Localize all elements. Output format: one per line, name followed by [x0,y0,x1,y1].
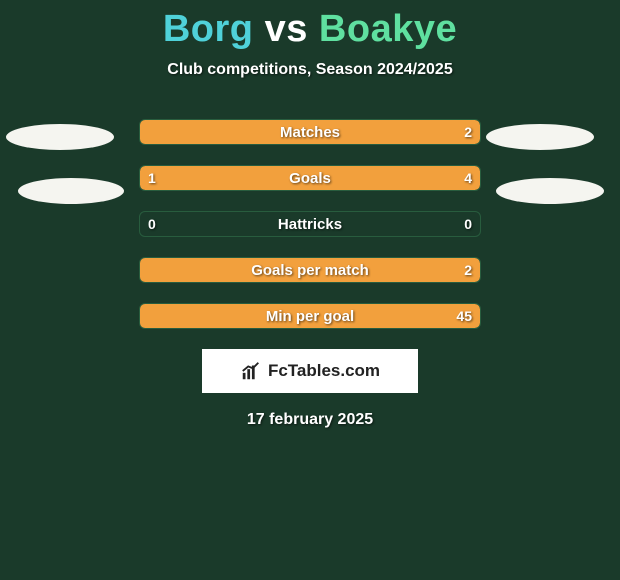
stats-container: Matches2Goals14Hattricks00Goals per matc… [139,119,481,329]
stat-label: Min per goal [140,304,480,328]
player1-name: Borg [163,8,254,50]
stat-row: Goals1 4 [139,165,481,191]
stat-value-right: 2 [464,258,472,282]
stat-label: Hattricks [140,212,480,236]
page-title: Borg vs Boakye [0,0,620,51]
subtitle: Club competitions, Season 2024/2025 [0,61,620,79]
profile-ellipse [486,124,594,150]
profile-ellipse [6,124,114,150]
stat-value-right: 4 [464,166,472,190]
stat-row: Min per goal45 [139,303,481,329]
stat-value-left: 1 [148,166,156,190]
stat-value-left: 0 [148,212,156,236]
profile-ellipse [496,178,604,204]
date-text: 17 february 2025 [0,411,620,429]
chart-icon [240,360,262,382]
brand-box[interactable]: FcTables.com [202,349,418,393]
stat-label: Goals per match [140,258,480,282]
stat-label: Matches [140,120,480,144]
stat-row: Matches2 [139,119,481,145]
stat-row: Hattricks0 0 [139,211,481,237]
stat-row: Goals per match2 [139,257,481,283]
player2-name: Boakye [319,8,457,50]
brand-text: FcTables.com [268,361,380,381]
stat-label: Goals [140,166,480,190]
stat-value-right: 45 [456,304,472,328]
stat-value-right: 2 [464,120,472,144]
vs-text: vs [265,8,308,50]
profile-ellipse [18,178,124,204]
stat-value-right: 0 [464,212,472,236]
